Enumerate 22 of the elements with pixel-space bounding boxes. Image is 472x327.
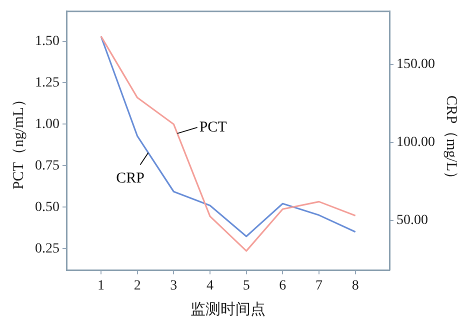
y2-tick-label: 50.00 bbox=[396, 212, 428, 228]
x-tick-label: 8 bbox=[352, 278, 359, 294]
y-tick-label: 1.25 bbox=[35, 75, 60, 90]
y2-tick-label: 150.00 bbox=[396, 57, 435, 72]
x-tick-label: 5 bbox=[242, 278, 250, 294]
series-label: CRP bbox=[116, 170, 144, 187]
y-tick-label: 0.50 bbox=[35, 200, 60, 215]
x-tick-label: 7 bbox=[316, 278, 323, 294]
y-tick-label: 1.00 bbox=[35, 116, 60, 132]
x-tick-label: 1 bbox=[98, 278, 105, 294]
series-label: PCT bbox=[199, 119, 227, 136]
x-axis-title: 监测时间点 bbox=[190, 300, 266, 318]
y2-axis-title: CRP（mg/L） bbox=[443, 95, 460, 186]
y-tick-label: 0.75 bbox=[35, 158, 60, 174]
x-tick-label: 6 bbox=[279, 278, 286, 294]
x-tick-label: 4 bbox=[206, 278, 214, 294]
y2-tick-label: 100.00 bbox=[396, 135, 435, 150]
y-tick-label: 0.25 bbox=[35, 241, 60, 256]
y-axis-title: PCT（ng/mL） bbox=[10, 92, 27, 190]
x-tick-label: 3 bbox=[170, 278, 178, 294]
x-tick-label: 2 bbox=[134, 278, 141, 294]
y-tick-label: 1.50 bbox=[35, 34, 60, 49]
